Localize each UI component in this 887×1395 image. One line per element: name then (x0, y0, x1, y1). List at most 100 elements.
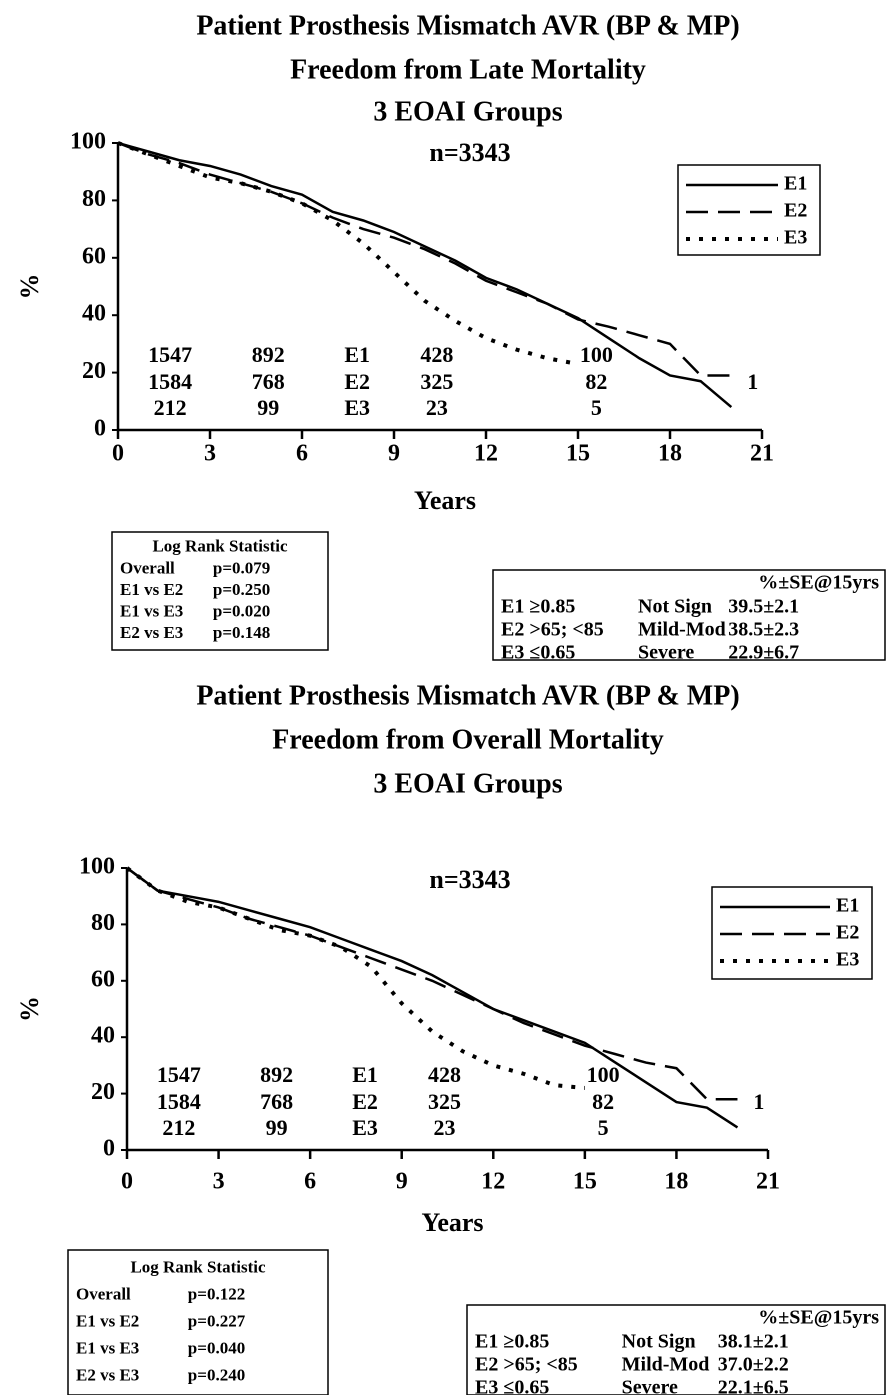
log-rank-cell: p=0.079 (213, 558, 270, 577)
at-risk-count: 100 (587, 1062, 620, 1087)
y-tick-label: 60 (91, 966, 115, 992)
se-cell: E3 ≤0.65 (501, 642, 575, 664)
legend-label: E3 (836, 949, 859, 971)
at-risk-end: 1 (747, 369, 758, 394)
at-risk-count: 1547 (157, 1062, 201, 1087)
se-cell: 39.5±2.1 (728, 596, 799, 618)
log-rank-cell: p=0.227 (188, 1311, 246, 1330)
log-rank-title: Log Rank Statistic (152, 537, 288, 556)
se-cell: E2 >65; <85 (501, 619, 604, 641)
log-rank-cell: p=0.240 (188, 1365, 245, 1384)
at-risk-count: 5 (591, 395, 602, 420)
chart-title: 3 EOAI Groups (373, 96, 562, 127)
log-rank-cell: Overall (120, 558, 175, 577)
log-rank-cell: E1 vs E2 (120, 580, 183, 599)
log-rank-cell: E2 vs E3 (120, 623, 183, 642)
chart-title: Patient Prosthesis Mismatch AVR (BP & MP… (196, 10, 739, 41)
x-axis-label: Years (421, 1208, 483, 1237)
log-rank-box (111, 531, 329, 651)
at-risk-label: E1 (344, 342, 370, 367)
x-tick-label: 0 (121, 1169, 133, 1195)
at-risk-count: 212 (154, 395, 187, 420)
at-risk-end: 1 (753, 1089, 764, 1114)
log-rank-cell: E1 vs E3 (76, 1338, 139, 1357)
series-line (125, 866, 586, 1090)
legend-label: E2 (784, 200, 807, 222)
legend-label: E1 (784, 173, 807, 195)
y-tick-label: 0 (103, 1136, 115, 1162)
at-risk-count: 428 (428, 1062, 461, 1087)
y-tick-label: 80 (91, 910, 115, 936)
series-line (126, 866, 739, 1129)
x-tick-label: 0 (112, 441, 124, 467)
at-risk-count: 768 (260, 1089, 293, 1114)
at-risk-count: 325 (428, 1089, 461, 1114)
series-line (126, 866, 738, 1101)
at-risk-count: 892 (260, 1062, 293, 1087)
se-cell: Not Sign (638, 596, 712, 618)
log-rank-box (67, 1249, 329, 1395)
log-rank-cell: E2 vs E3 (76, 1365, 139, 1384)
at-risk-count: 1584 (148, 369, 192, 394)
se-cell: 38.1±2.1 (718, 1331, 789, 1353)
y-tick-label: 40 (82, 301, 106, 327)
legend-label: E1 (836, 895, 859, 917)
log-rank-cell: E1 vs E2 (76, 1311, 139, 1330)
y-tick-label: 80 (82, 186, 106, 212)
se-cell: Severe (622, 1377, 678, 1395)
se-cell: E1 ≥0.85 (475, 1331, 549, 1353)
at-risk-count: 428 (420, 342, 453, 367)
x-tick-label: 6 (296, 441, 308, 467)
x-tick-label: 9 (396, 1169, 408, 1195)
x-tick-label: 18 (664, 1169, 688, 1195)
at-risk-count: 100 (580, 342, 613, 367)
se-box (492, 569, 886, 661)
y-axis-label: % (15, 996, 44, 1022)
y-tick-label: 100 (70, 129, 106, 155)
at-risk-count: 768 (252, 369, 285, 394)
x-tick-label: 12 (481, 1169, 505, 1195)
se-cell: 22.1±6.5 (718, 1377, 789, 1395)
chart-title: Patient Prosthesis Mismatch AVR (BP & MP… (196, 680, 739, 711)
y-tick-label: 60 (82, 243, 106, 269)
x-axis-label: Years (414, 486, 476, 515)
y-tick-label: 0 (94, 416, 106, 442)
at-risk-count: 892 (252, 342, 285, 367)
at-risk-label: E2 (352, 1089, 378, 1114)
at-risk-count: 5 (598, 1115, 609, 1140)
log-rank-cell: p=0.020 (213, 602, 270, 621)
x-tick-label: 15 (566, 441, 590, 467)
x-tick-label: 9 (388, 441, 400, 467)
log-rank-cell: p=0.122 (188, 1284, 245, 1303)
x-tick-label: 21 (756, 1169, 780, 1195)
se-cell: 22.9±6.7 (728, 642, 799, 664)
se-cell: 38.5±2.3 (728, 619, 799, 641)
y-tick-label: 20 (91, 1079, 115, 1105)
at-risk-count: 82 (585, 369, 607, 394)
at-risk-count: 23 (433, 1115, 455, 1140)
log-rank-title: Log Rank Statistic (130, 1257, 266, 1276)
series-line (117, 141, 579, 366)
at-risk-label: E1 (352, 1062, 378, 1087)
se-cell: Mild-Mod (638, 619, 726, 641)
se-box (466, 1304, 886, 1395)
annotation: n=3343 (429, 138, 510, 167)
chart-title: Freedom from Late Mortality (290, 54, 646, 85)
at-risk-count: 82 (592, 1089, 614, 1114)
at-risk-count: 99 (266, 1115, 288, 1140)
x-tick-label: 3 (204, 441, 216, 467)
se-header: %±SE@15yrs (758, 1307, 879, 1329)
se-cell: Not Sign (622, 1331, 696, 1353)
se-cell: E3 ≤0.65 (475, 1377, 549, 1395)
se-cell: 37.0±2.2 (718, 1354, 789, 1376)
at-risk-count: 99 (257, 395, 279, 420)
y-tick-label: 40 (91, 1023, 115, 1049)
annotation: n=3343 (429, 865, 510, 894)
log-rank-cell: E1 vs E3 (120, 602, 183, 621)
se-cell: E2 >65; <85 (475, 1354, 578, 1376)
at-risk-count: 1584 (157, 1089, 201, 1114)
series-line (117, 141, 732, 377)
log-rank-cell: p=0.148 (213, 623, 270, 642)
